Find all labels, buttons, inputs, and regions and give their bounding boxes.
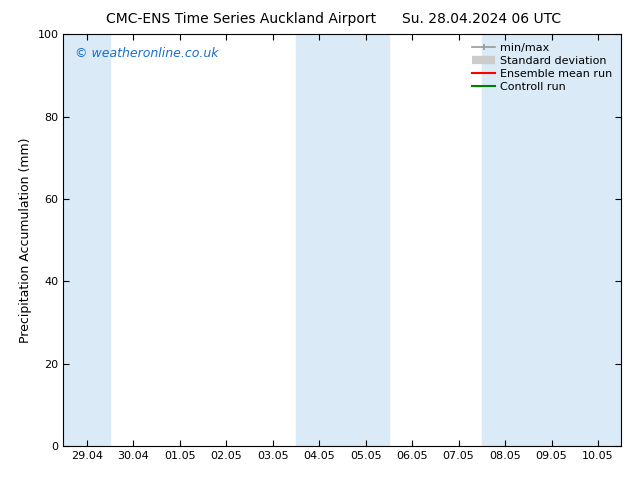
Legend: min/max, Standard deviation, Ensemble mean run, Controll run: min/max, Standard deviation, Ensemble me…: [469, 40, 616, 95]
Bar: [296, 34, 389, 446]
Y-axis label: Precipitation Accumulation (mm): Precipitation Accumulation (mm): [19, 137, 32, 343]
Bar: [63, 34, 110, 446]
Text: CMC-ENS Time Series Auckland Airport: CMC-ENS Time Series Auckland Airport: [106, 12, 376, 26]
Bar: [482, 34, 621, 446]
Text: Su. 28.04.2024 06 UTC: Su. 28.04.2024 06 UTC: [403, 12, 561, 26]
Text: © weatheronline.co.uk: © weatheronline.co.uk: [75, 47, 218, 60]
